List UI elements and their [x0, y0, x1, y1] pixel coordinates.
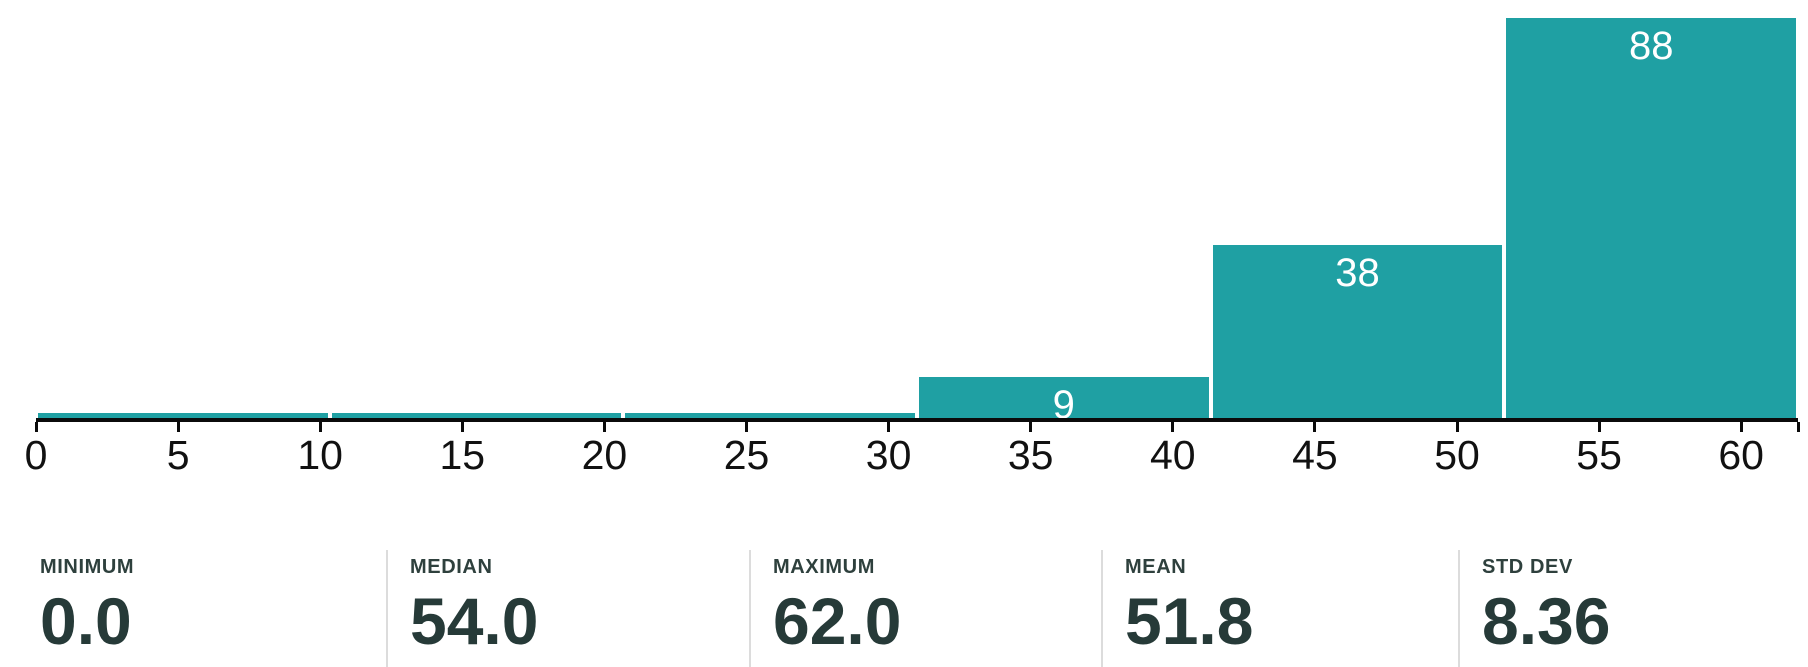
- x-axis-tick-label: 55: [1576, 432, 1622, 478]
- histogram-bar[interactable]: 9: [919, 377, 1209, 425]
- summary-stats-row: MINIMUM 0.0 MEDIAN 54.0 MAXIMUM 62.0 MEA…: [30, 550, 1800, 667]
- x-axis-tick: [745, 422, 748, 432]
- x-axis-tick-label: 25: [723, 432, 770, 478]
- stat-stddev: STD DEV 8.36: [1458, 550, 1800, 667]
- stat-label: MINIMUM: [40, 556, 135, 578]
- stat-value: 62.0: [773, 584, 902, 658]
- x-axis-tick-label: 60: [1718, 432, 1764, 478]
- x-axis-tick-label: 20: [581, 432, 628, 478]
- x-axis-tick: [34, 422, 38, 432]
- histogram-bar[interactable]: 38: [1212, 245, 1503, 418]
- x-axis-tick-label: 35: [1007, 432, 1054, 478]
- x-axis-tick: [318, 422, 322, 432]
- stat-value: 54.0: [410, 584, 539, 658]
- bar-value-label: 88: [1628, 24, 1674, 68]
- stat-label: MEAN: [1125, 556, 1187, 578]
- bar-value-label: 9: [1052, 383, 1075, 427]
- stat-median: MEDIAN 54.0: [386, 550, 749, 667]
- histogram-bar[interactable]: 88: [1506, 18, 1797, 418]
- stat-label: STD DEV: [1482, 556, 1573, 578]
- x-axis-tick: [1597, 422, 1601, 432]
- x-axis-tick-label: 10: [297, 432, 343, 478]
- histogram-chart: 9 38 88 0 5 10 15 20 25 30 35 40 45 50 55 60: [24, 18, 1800, 478]
- x-axis-tick-label: 45: [1292, 432, 1338, 478]
- x-axis-tick-label: 30: [865, 432, 912, 478]
- stat-value: 8.36: [1482, 584, 1611, 658]
- x-axis-tick: [1796, 422, 1800, 432]
- stat-maximum: MAXIMUM 62.0: [749, 550, 1101, 667]
- stat-mean: MEAN 51.8: [1101, 550, 1458, 667]
- stat-minimum: MINIMUM 0.0: [30, 550, 386, 667]
- stat-label: MAXIMUM: [773, 556, 875, 578]
- x-axis-tick: [1455, 422, 1459, 432]
- x-axis-line: [36, 418, 1799, 422]
- x-axis-tick: [1739, 422, 1743, 432]
- histogram-bar[interactable]: [331, 413, 622, 418]
- stat-label: MEDIAN: [410, 556, 493, 578]
- x-axis-tick: [176, 422, 180, 432]
- x-axis-tick-label: 40: [1149, 432, 1196, 478]
- x-axis-tick-label: 50: [1434, 432, 1480, 478]
- x-axis-tick: [602, 422, 606, 432]
- x-axis-tick-label: 0: [24, 432, 48, 478]
- stat-value: 0.0: [40, 584, 132, 658]
- x-axis-tick-label: 15: [439, 432, 486, 478]
- stat-value: 51.8: [1125, 584, 1254, 658]
- histogram-bar[interactable]: [38, 413, 328, 418]
- bar-value-label: 38: [1335, 251, 1380, 295]
- x-axis-tick-label: 5: [166, 432, 190, 478]
- x-axis-tick: [460, 422, 464, 432]
- x-axis-tick: [1171, 422, 1175, 432]
- x-axis-tick: [1313, 422, 1317, 432]
- histogram-bar[interactable]: [625, 413, 916, 418]
- x-axis-tick: [887, 422, 891, 432]
- x-axis-tick: [1029, 422, 1033, 432]
